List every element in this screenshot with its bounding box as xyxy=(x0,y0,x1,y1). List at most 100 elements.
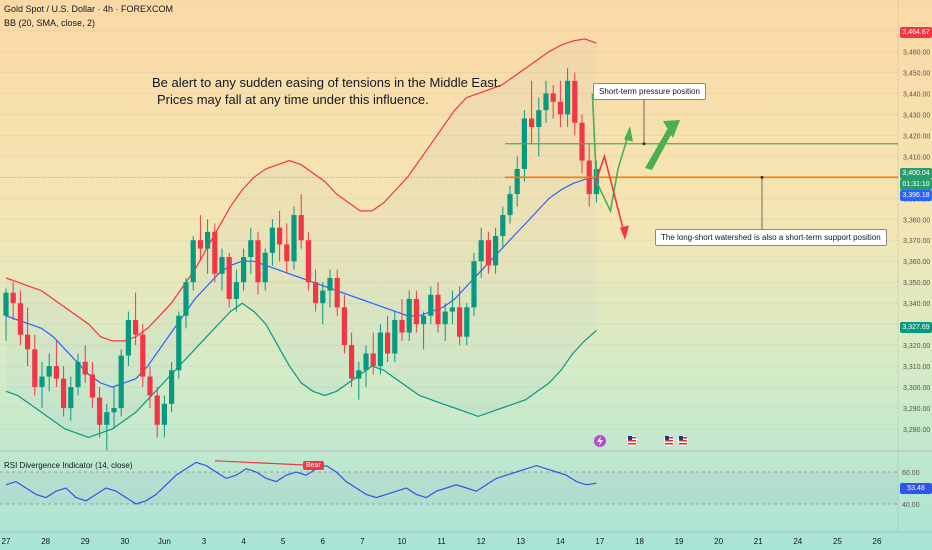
rsi-tick-label: 60.00 xyxy=(902,470,920,477)
candle-body xyxy=(161,403,167,425)
candle-body xyxy=(10,292,16,304)
candle-body xyxy=(298,215,304,241)
candle-body xyxy=(507,194,513,216)
candle-body xyxy=(133,319,139,335)
candle-body xyxy=(457,307,463,337)
annotation-line-1: Be alert to any sudden easing of tension… xyxy=(152,75,502,90)
forecast-arrows xyxy=(591,93,680,241)
countdown-label: 01:31:10 xyxy=(900,179,932,190)
time-tick-label: 18 xyxy=(635,537,644,546)
pressure-anchor-dot xyxy=(642,142,646,146)
support-anchor-dot xyxy=(760,175,764,179)
price-tick-label: 3,460.00 xyxy=(903,49,930,56)
symbol-title[interactable]: Gold Spot / U.S. Dollar · 4h · FOREXCOM xyxy=(4,4,174,14)
candle-body xyxy=(377,332,383,367)
candle-body xyxy=(118,355,124,409)
bear-divergence-label: Bear xyxy=(303,461,324,470)
candle-body xyxy=(284,244,290,262)
candle-body xyxy=(226,257,232,299)
candle-body xyxy=(572,80,578,123)
flag-stripe xyxy=(628,440,636,442)
candle-body xyxy=(320,290,326,304)
candle-body xyxy=(565,80,571,115)
bb-upper-line xyxy=(5,38,597,342)
candle-body xyxy=(212,231,218,274)
candle-body xyxy=(125,319,131,356)
candle-body xyxy=(17,303,23,335)
candle-body xyxy=(75,361,81,388)
candle-body xyxy=(140,334,146,377)
candle-body xyxy=(478,240,484,262)
candle-body xyxy=(176,315,182,371)
candle-body xyxy=(111,408,117,413)
candle-body xyxy=(464,307,470,337)
time-tick-label: 20 xyxy=(714,537,723,546)
candle-body xyxy=(406,298,412,333)
bearish-arrowhead xyxy=(620,225,629,241)
candles xyxy=(3,68,599,450)
price-tick-label: 3,450.00 xyxy=(903,70,930,77)
price-tick-label: 3,300.00 xyxy=(903,385,930,392)
candle-body xyxy=(53,366,59,379)
rsi-value-label: 53.48 xyxy=(900,483,932,494)
candle-body xyxy=(514,168,520,195)
candle-body xyxy=(97,397,103,425)
candle-body xyxy=(61,378,67,409)
price-tick-label: 3,320.00 xyxy=(903,343,930,350)
time-tick-label: 6 xyxy=(321,537,326,546)
pressure-callout[interactable]: Short-term pressure position xyxy=(593,83,706,100)
candle-body xyxy=(147,376,153,396)
candle-body xyxy=(25,334,31,350)
rsi-line xyxy=(5,461,597,505)
candle-body xyxy=(248,240,254,258)
rsi-tick-label: 40.00 xyxy=(902,502,920,509)
price-tick-label: 3,340.00 xyxy=(903,301,930,308)
flag-canton xyxy=(679,436,683,440)
bb-basis-label: 3,396.18 xyxy=(900,190,932,201)
candle-body xyxy=(190,240,196,283)
candle-body xyxy=(269,227,275,253)
candle-body xyxy=(356,370,362,379)
price-tick-label: 3,350.00 xyxy=(903,280,930,287)
bullish-arrowhead xyxy=(624,126,633,142)
candle-body xyxy=(89,374,95,398)
bullish-path-arrow xyxy=(591,93,631,214)
flag-canton xyxy=(665,436,669,440)
price-tick-label: 3,440.00 xyxy=(903,91,930,98)
flag-stripe xyxy=(679,443,687,445)
candle-body xyxy=(442,311,448,325)
time-tick-label: 11 xyxy=(437,537,446,546)
candle-body xyxy=(3,292,9,316)
annotation-line-2: Prices may fall at any time under this i… xyxy=(157,92,429,107)
flag-stripe xyxy=(665,443,673,445)
price-tick-label: 3,310.00 xyxy=(903,364,930,371)
time-tick-label: 27 xyxy=(2,537,11,546)
time-tick-label: 7 xyxy=(360,537,365,546)
price-tick-label: 3,290.00 xyxy=(903,406,930,413)
candle-body xyxy=(255,240,261,283)
bb-lower-line xyxy=(5,302,597,439)
candle-body xyxy=(435,294,441,325)
price-tick-label: 3,380.00 xyxy=(903,217,930,224)
candle-body xyxy=(413,298,419,325)
candle-body xyxy=(471,261,477,308)
time-tick-label: 10 xyxy=(397,537,406,546)
price-tick-label: 3,420.00 xyxy=(903,133,930,140)
price-tick-label: 3,430.00 xyxy=(903,112,930,119)
time-tick-label: 24 xyxy=(793,537,802,546)
time-tick-label: 13 xyxy=(516,537,525,546)
rsi-indicator-label[interactable]: RSI Divergence Indicator (14, close) xyxy=(4,461,133,470)
economic-events xyxy=(594,434,690,448)
candle-body xyxy=(39,376,45,388)
time-tick-label: 30 xyxy=(120,537,129,546)
bb-indicator-label[interactable]: BB (20, SMA, close, 2) xyxy=(4,18,96,28)
candle-body xyxy=(313,282,319,304)
time-tick-label: 5 xyxy=(281,537,286,546)
candle-body xyxy=(428,294,434,316)
support-callout[interactable]: The long-short watershed is also a short… xyxy=(655,229,887,246)
candle-body xyxy=(32,349,38,388)
candle-body xyxy=(327,278,333,291)
time-tick-label: 17 xyxy=(595,537,604,546)
